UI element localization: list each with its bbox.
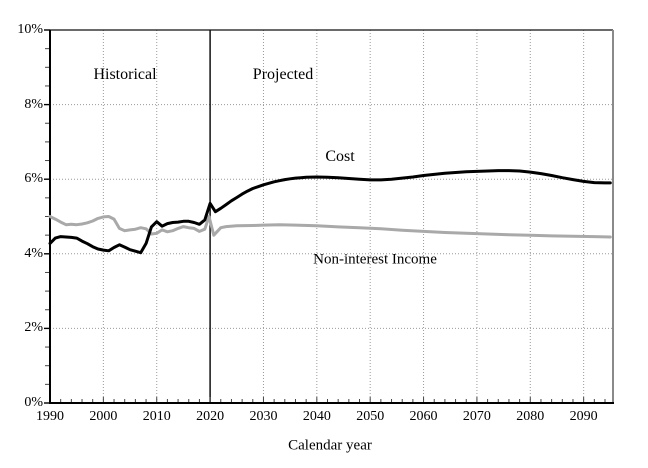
series-line-cost [48,169,612,255]
x-tick-label: 2090 [569,409,598,424]
annotation-income-series-label: Non-interest Income [313,251,437,268]
y-tick-label: 0% [24,395,43,410]
x-tick-label: 2010 [142,409,171,424]
annotation-historical: Historical [93,66,157,83]
x-tick-label: 2050 [356,409,385,424]
y-tick-label: 2% [24,320,43,336]
x-tick-label: 2040 [302,409,331,424]
series-line-non-interest-income [48,215,612,239]
y-tick-label: 4% [24,245,43,261]
y-tick-label: 10% [17,22,43,37]
annotation-cost-series-label: Cost [325,148,355,165]
x-tick-label: 2030 [249,409,278,424]
x-tick-label: 2060 [409,409,438,424]
x-axis-title: Calendar year [288,437,372,454]
x-tick-label: 2000 [89,409,118,424]
x-tick-label: 1990 [36,409,64,424]
annotation-projected: Projected [252,66,314,83]
x-tick-label: 2070 [462,409,491,424]
y-tick-label: 8% [24,96,43,112]
x-tick-label: 2080 [516,409,545,424]
x-tick-label: 2020 [196,409,225,424]
y-tick-label: 6% [24,171,43,187]
